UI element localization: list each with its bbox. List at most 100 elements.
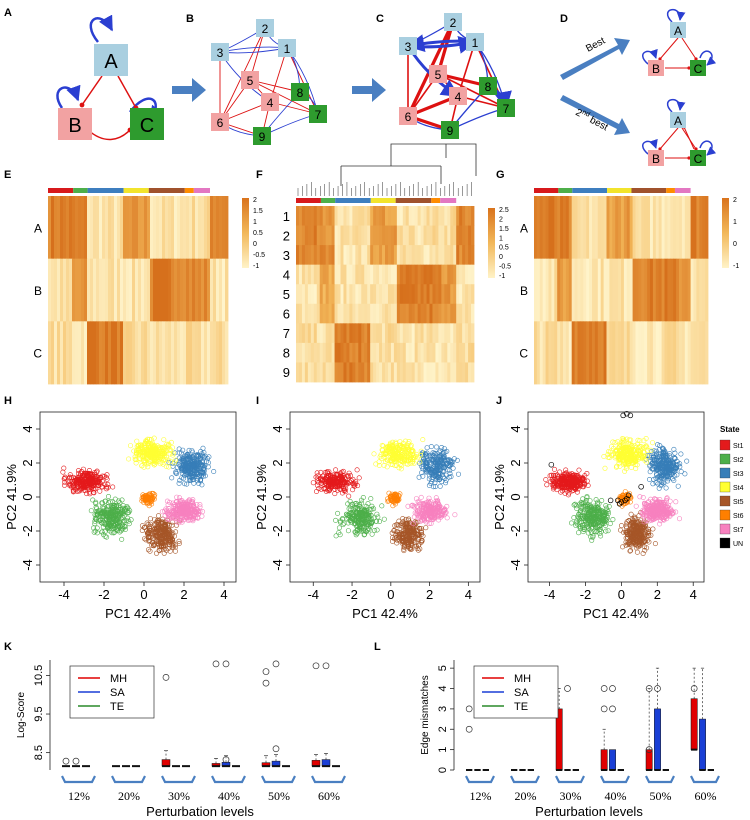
scatter-point	[62, 479, 68, 485]
scatter-point	[403, 532, 409, 538]
scatter-point	[401, 527, 407, 533]
heatmap-cell	[316, 342, 321, 363]
x-axis-label: PC1 42.4%	[352, 606, 418, 621]
heatmap-cell	[129, 321, 133, 385]
heatmap-cell	[373, 303, 377, 324]
heatmap-cell	[396, 284, 401, 305]
y-tick-label: -2	[20, 525, 35, 537]
scatter-point	[589, 537, 595, 543]
network-node-5	[429, 65, 447, 83]
heatmap-cell	[78, 258, 82, 322]
scatter-point	[179, 450, 185, 456]
heatmap-cell	[334, 264, 338, 285]
scatter-point	[196, 480, 202, 486]
scatter-point	[119, 536, 125, 542]
heatmap-cell	[681, 258, 686, 322]
heatmap-cell	[667, 196, 671, 260]
network-node-label-5: 5	[435, 68, 442, 82]
scatter-point	[344, 479, 350, 485]
scatter-point	[105, 523, 111, 529]
scatter-point	[392, 494, 398, 500]
scatter-point	[392, 453, 398, 459]
heatmap-row-label-5: 5	[283, 287, 290, 302]
scatter-point	[95, 480, 101, 486]
heatmap-cell	[296, 245, 300, 266]
heatmap-cell	[72, 258, 76, 322]
scatter-point	[345, 501, 351, 507]
heatmap-cell	[405, 342, 410, 363]
scatter-point	[579, 501, 585, 507]
heatmap-cell	[364, 323, 368, 344]
heatmap-cell	[301, 303, 306, 324]
heatmap-cell	[545, 258, 549, 322]
heatmap-cell	[183, 196, 187, 260]
scatter-point	[391, 448, 397, 454]
heatmap-cell	[399, 284, 404, 305]
heatmap-cell	[304, 342, 309, 363]
heatmap-cell	[296, 284, 300, 305]
scatter-point	[318, 469, 324, 475]
heatmap-cell	[198, 196, 202, 260]
scatter-point	[346, 515, 352, 521]
network-node-4	[261, 93, 279, 111]
scatter-point	[425, 501, 431, 507]
heatmap-cell	[379, 206, 383, 226]
heatmap-cell	[563, 196, 567, 260]
scatter-point	[106, 503, 112, 509]
scatter-point	[379, 442, 385, 448]
heatmap-cell	[548, 196, 552, 260]
heatmap-cell	[571, 258, 575, 322]
heatmap-cell	[337, 245, 341, 266]
heatmap-cell	[307, 323, 312, 344]
mini-node-B	[648, 150, 664, 166]
scatter-point	[158, 530, 164, 536]
scatter-point	[147, 537, 153, 543]
heatmap-cell	[426, 206, 430, 226]
scatter-point	[163, 448, 169, 454]
heatmap-cell	[352, 264, 356, 285]
heatmap-cell	[331, 284, 335, 305]
heatmap-cell	[673, 321, 677, 385]
scatter-point	[396, 518, 402, 524]
node-c	[130, 108, 164, 140]
mini-node-label-A: A	[674, 114, 682, 128]
scatter-point	[435, 468, 441, 474]
scatter-point	[104, 486, 110, 492]
mini-node-label-B: B	[652, 62, 660, 76]
scatter-point	[406, 532, 412, 538]
scatter-point	[101, 510, 107, 516]
scatter-point	[115, 520, 121, 526]
scatter-point	[139, 443, 145, 449]
heatmap-cell	[216, 258, 220, 322]
scatter-point	[418, 526, 424, 532]
heatmap-cell	[322, 362, 327, 383]
heatmap-cell	[420, 303, 424, 324]
scatter-point	[109, 508, 115, 514]
scatter-point	[432, 508, 438, 514]
scatter-point	[414, 546, 420, 552]
scatter-point	[340, 522, 346, 528]
scatter-point	[126, 521, 132, 527]
mini-node-label-C: C	[694, 62, 703, 76]
scatter-point	[146, 547, 152, 553]
heatmap-cell	[307, 284, 312, 305]
network-node-2	[444, 13, 462, 31]
scatter-point	[415, 547, 421, 553]
scatter-point	[448, 462, 454, 468]
x-tick-label: -4	[307, 587, 319, 602]
heatmap-cell	[441, 303, 445, 324]
heatmap-cell	[618, 321, 622, 385]
scatter-point	[151, 460, 157, 466]
scatter-point	[444, 503, 450, 509]
heatmap-cell	[385, 303, 389, 324]
heatmap-cell	[117, 196, 121, 260]
heatmap-cell	[586, 321, 590, 385]
heatmap-cell	[316, 362, 321, 383]
scatter-point	[199, 472, 205, 478]
network-node-label-3: 3	[405, 40, 412, 54]
heatmap-cell	[358, 225, 362, 246]
heatmap-cell	[78, 196, 82, 260]
edge-inhibit-1-7	[286, 47, 320, 116]
heatmap-cell	[459, 245, 463, 266]
